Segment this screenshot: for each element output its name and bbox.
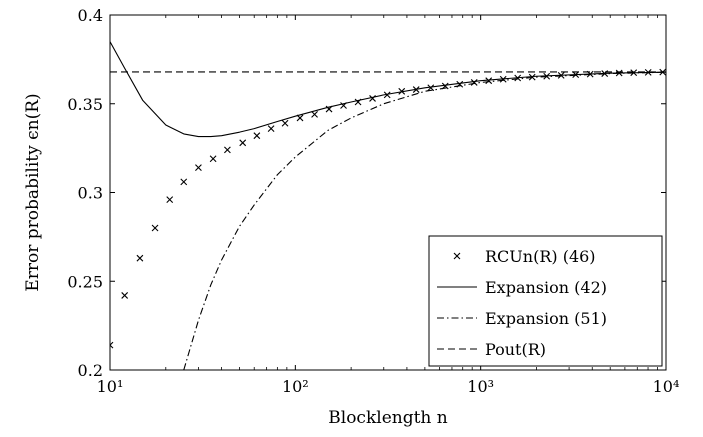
legend-label: Expansion (51) [485,309,607,328]
data-point [180,178,188,186]
y-tick-label: 0.3 [78,184,103,203]
series-3-line [183,71,666,370]
x-tick-label: 10¹ [97,377,124,396]
data-point [253,132,261,140]
legend-label: RCUn(R) (46) [485,247,596,266]
data-point [136,254,144,262]
data-point [485,77,493,85]
legend-box [428,235,663,367]
legend-marker [453,252,461,260]
x-tick-label: 10² [282,377,309,396]
legend-entry: RCUn(R) (46) [453,247,596,266]
x-tick-label: 10⁴ [653,377,680,396]
legend: RCUn(R) (46) Expansion (42) Expansion (51)… [428,235,663,367]
data-point [311,111,318,118]
data-point [209,155,217,163]
legend-label: Pout(R) [485,340,546,359]
legend-label: Expansion (42) [485,278,607,297]
legend-entry: Expansion (51) [437,309,607,328]
data-point [267,125,275,132]
y-tick-label: 0.2 [78,361,103,380]
data-point [195,164,202,172]
data-point [281,119,289,127]
legend-entry: Expansion (42) [437,278,607,297]
y-axis-label: Error probability ϵn(R) [23,93,43,291]
data-point [166,196,174,203]
data-point [224,146,231,154]
y-tick-label: 0.4 [78,6,103,25]
data-point [383,91,391,99]
data-point [470,79,478,86]
data-point [110,341,114,349]
data-point [121,292,129,299]
y-tick-label: 0.35 [67,95,103,114]
data-point [239,139,247,147]
legend-entry: Pout(R) [437,340,546,359]
data-point [427,84,435,92]
x-axis-label: Blocklength n [328,408,447,428]
series-2-line [110,41,666,138]
y-tick-label: 0.25 [67,272,103,291]
data-point [151,224,159,232]
x-tick-label: 10³ [467,377,494,396]
